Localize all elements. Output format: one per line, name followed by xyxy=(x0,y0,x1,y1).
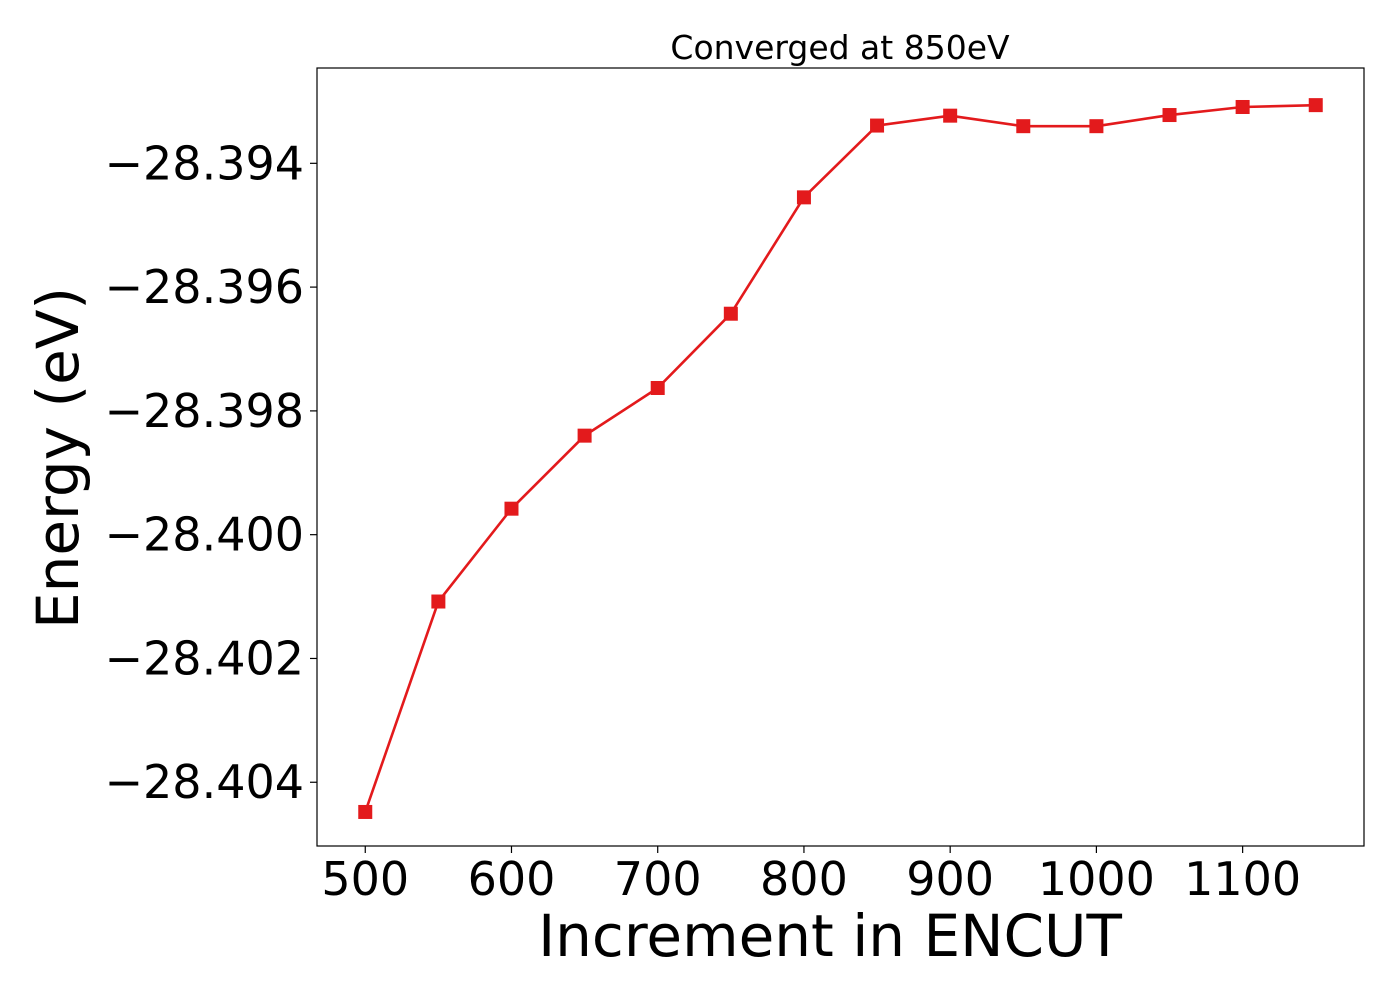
x-tick-label: 900 xyxy=(906,852,994,906)
data-point-marker xyxy=(1308,98,1323,113)
data-point-marker xyxy=(723,306,738,321)
x-axis-title: Increment in ENCUT xyxy=(538,902,1122,970)
x-tick-label: 1100 xyxy=(1184,852,1301,906)
data-point-marker xyxy=(650,380,665,395)
y-tick-label: −28.402 xyxy=(105,631,305,685)
x-tick-label: 800 xyxy=(760,852,848,906)
x-tick-label: 700 xyxy=(614,852,702,906)
plot-layer xyxy=(358,98,1323,819)
x-tick-label: 1000 xyxy=(1038,852,1155,906)
x-tick-label: 500 xyxy=(321,852,409,906)
y-tick-label: −28.398 xyxy=(105,384,305,438)
y-tick-label: −28.394 xyxy=(105,136,305,190)
data-point-marker xyxy=(796,190,811,205)
series-line xyxy=(364,103,1316,813)
data-point-marker xyxy=(577,428,592,443)
x-tick-label: 600 xyxy=(468,852,556,906)
data-point-marker xyxy=(358,804,373,819)
plot-frame xyxy=(316,67,1365,847)
data-point-marker xyxy=(431,594,446,609)
x-axis-ticks: 500 600 700 800 900 1000 1100 xyxy=(321,846,1301,906)
y-tick-label: −28.404 xyxy=(105,755,305,809)
data-point-marker xyxy=(1235,99,1250,114)
data-point-marker xyxy=(1089,119,1104,134)
data-point-marker xyxy=(1016,119,1031,134)
data-point-marker xyxy=(870,118,885,133)
y-tick-label: −28.396 xyxy=(105,260,305,314)
y-tick-label: −28.400 xyxy=(105,508,305,562)
y-axis-title: Energy (eV) xyxy=(24,287,92,629)
data-point-marker xyxy=(943,108,958,123)
chart-title: Converged at 850eV xyxy=(670,28,1010,67)
y-axis-ticks: −28.394 −28.396 −28.398 −28.400 −28.402 −28.4… xyxy=(105,136,317,809)
data-point-marker xyxy=(504,501,519,516)
data-point-marker xyxy=(1162,108,1177,123)
